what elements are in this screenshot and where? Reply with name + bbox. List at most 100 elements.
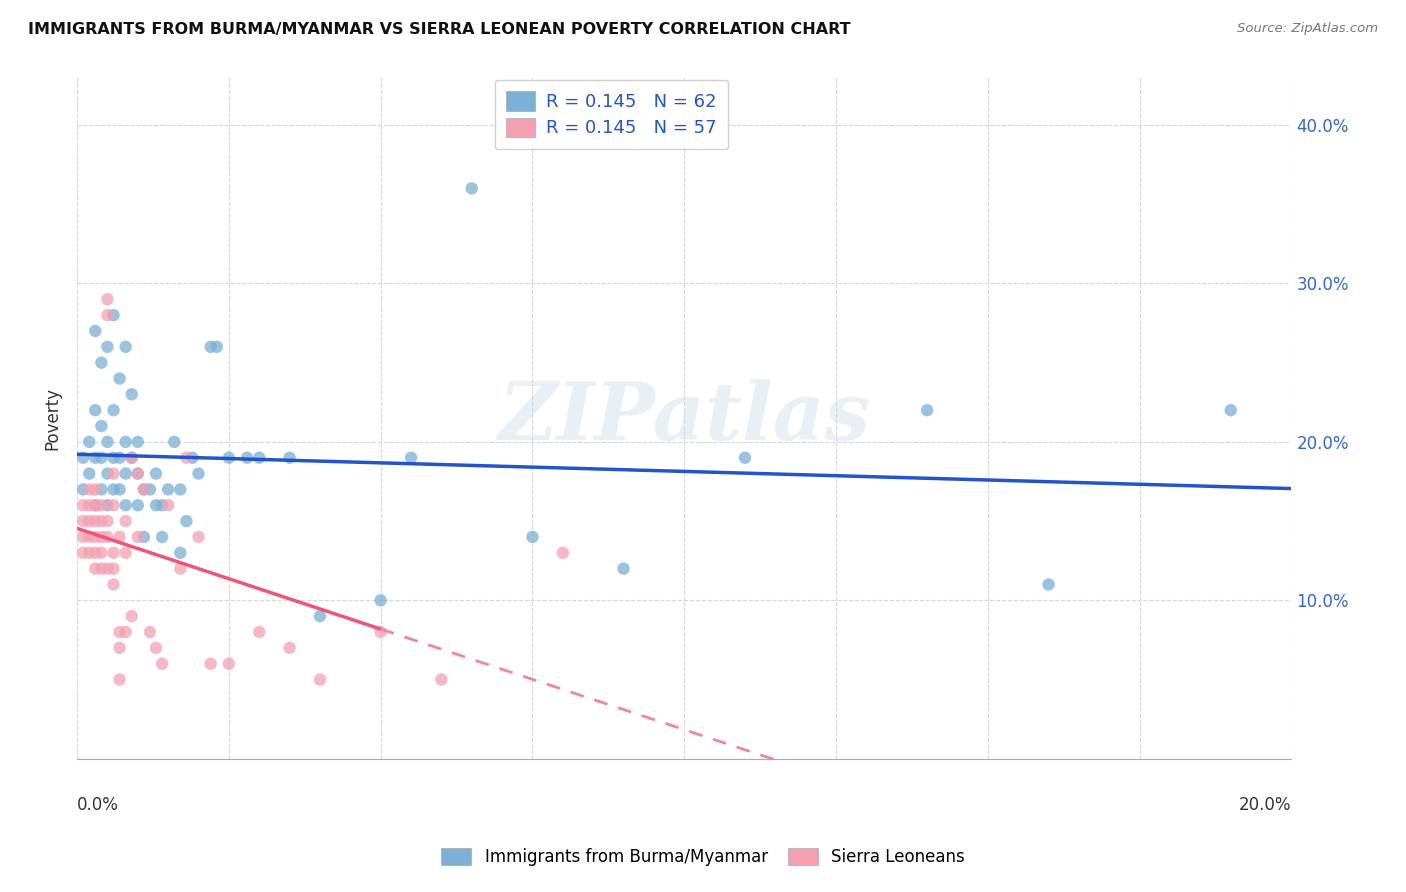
Point <box>169 483 191 497</box>
Point <box>218 450 240 465</box>
Point <box>370 625 392 640</box>
Point <box>103 483 125 497</box>
Point <box>114 625 136 640</box>
Point <box>114 467 136 481</box>
Point <box>103 403 125 417</box>
Point <box>169 546 191 560</box>
Point <box>150 530 173 544</box>
Point <box>145 640 167 655</box>
Point <box>90 530 112 544</box>
Point <box>114 498 136 512</box>
Text: Source: ZipAtlas.com: Source: ZipAtlas.com <box>1237 22 1378 36</box>
Point <box>72 530 94 544</box>
Point <box>132 483 155 497</box>
Point <box>176 450 198 465</box>
Point <box>108 483 131 497</box>
Point <box>90 450 112 465</box>
Point <box>114 514 136 528</box>
Text: 20.0%: 20.0% <box>1239 797 1292 814</box>
Point <box>121 450 143 465</box>
Point <box>96 467 118 481</box>
Point <box>72 450 94 465</box>
Point <box>114 434 136 449</box>
Point <box>247 625 270 640</box>
Point <box>103 577 125 591</box>
Point <box>370 593 392 607</box>
Point <box>96 340 118 354</box>
Point <box>169 561 191 575</box>
Point <box>187 530 209 544</box>
Legend: Immigrants from Burma/Myanmar, Sierra Leoneans: Immigrants from Burma/Myanmar, Sierra Le… <box>434 841 972 873</box>
Point <box>90 419 112 434</box>
Point <box>127 467 149 481</box>
Point <box>915 403 938 417</box>
Point <box>108 625 131 640</box>
Point <box>72 498 94 512</box>
Point <box>200 657 222 671</box>
Point <box>84 483 107 497</box>
Point <box>77 514 100 528</box>
Point <box>103 450 125 465</box>
Point <box>108 371 131 385</box>
Text: IMMIGRANTS FROM BURMA/MYANMAR VS SIERRA LEONEAN POVERTY CORRELATION CHART: IMMIGRANTS FROM BURMA/MYANMAR VS SIERRA … <box>28 22 851 37</box>
Point <box>90 483 112 497</box>
Point <box>77 530 100 544</box>
Point <box>612 561 634 575</box>
Point <box>84 498 107 512</box>
Point <box>84 514 107 528</box>
Point <box>108 673 131 687</box>
Point <box>157 498 180 512</box>
Point <box>84 324 107 338</box>
Point <box>205 340 228 354</box>
Point <box>84 450 107 465</box>
Y-axis label: Poverty: Poverty <box>44 386 60 450</box>
Point <box>309 673 332 687</box>
Text: 0.0%: 0.0% <box>77 797 120 814</box>
Point <box>139 625 162 640</box>
Point <box>187 467 209 481</box>
Point <box>127 498 149 512</box>
Point <box>121 387 143 401</box>
Point <box>108 450 131 465</box>
Point <box>461 181 484 195</box>
Point <box>121 609 143 624</box>
Point <box>77 434 100 449</box>
Text: ZIPatlas: ZIPatlas <box>498 379 870 457</box>
Point <box>77 498 100 512</box>
Point <box>96 530 118 544</box>
Point <box>200 340 222 354</box>
Point <box>114 546 136 560</box>
Point <box>108 530 131 544</box>
Point <box>103 308 125 322</box>
Point <box>734 450 756 465</box>
Point <box>103 561 125 575</box>
Point <box>90 514 112 528</box>
Point <box>103 546 125 560</box>
Point <box>127 530 149 544</box>
Point <box>90 561 112 575</box>
Point <box>150 498 173 512</box>
Point <box>278 640 301 655</box>
Point <box>522 530 544 544</box>
Point <box>96 293 118 307</box>
Point <box>181 450 204 465</box>
Point <box>77 483 100 497</box>
Point <box>551 546 574 560</box>
Point <box>103 467 125 481</box>
Point <box>1219 403 1241 417</box>
Point <box>145 498 167 512</box>
Point <box>84 561 107 575</box>
Point <box>96 434 118 449</box>
Point <box>103 498 125 512</box>
Point <box>96 514 118 528</box>
Point <box>77 546 100 560</box>
Point <box>157 483 180 497</box>
Point <box>430 673 453 687</box>
Point <box>96 308 118 322</box>
Point <box>84 498 107 512</box>
Point <box>236 450 259 465</box>
Point <box>121 450 143 465</box>
Point <box>145 467 167 481</box>
Point <box>139 483 162 497</box>
Point <box>218 657 240 671</box>
